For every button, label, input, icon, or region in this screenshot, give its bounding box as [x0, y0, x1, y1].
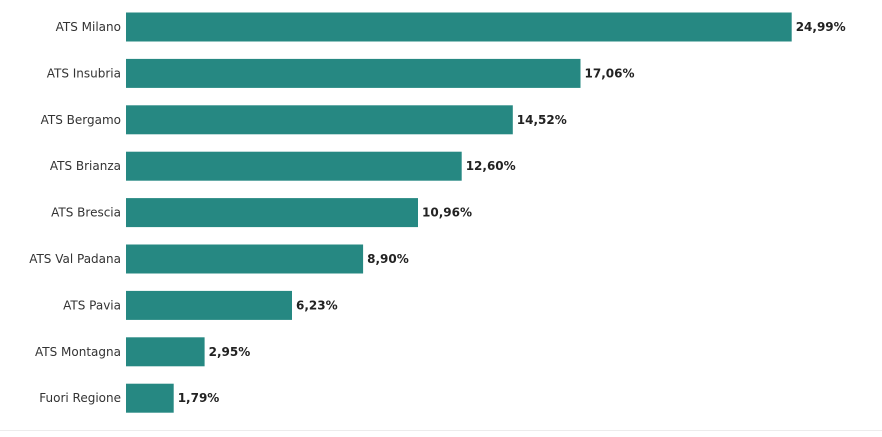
category-label-6: ATS Pavia	[63, 298, 121, 312]
value-label-4: 10,96%	[422, 206, 472, 220]
value-label-2: 14,52%	[517, 113, 567, 127]
category-label-3: ATS Brianza	[50, 159, 121, 173]
bar-3	[126, 151, 462, 181]
value-label-8: 1,79%	[178, 391, 220, 405]
value-label-0: 24,99%	[796, 20, 846, 34]
bar-1	[126, 58, 581, 88]
bar-7	[126, 337, 205, 367]
bar-8	[126, 383, 174, 413]
category-label-8: Fuori Regione	[39, 391, 121, 405]
value-labels: 24,99% 17,06% 14,52% 12,60% 10,96% 8,90% 6,23%…	[178, 20, 846, 405]
category-label-4: ATS Brescia	[51, 206, 121, 220]
bar-6	[126, 290, 292, 320]
category-label-7: ATS Montagna	[35, 345, 121, 359]
value-label-3: 12,60%	[466, 159, 516, 173]
bar-5	[126, 244, 364, 274]
bottom-divider	[0, 430, 882, 431]
category-labels: ATS Milano ATS Insubria ATS Bergamo ATS Bri…	[29, 20, 121, 405]
value-label-1: 17,06%	[585, 66, 635, 80]
category-label-2: ATS Bergamo	[41, 113, 121, 127]
value-label-5: 8,90%	[367, 252, 409, 266]
bars-layer	[126, 12, 792, 413]
category-label-5: ATS Val Padana	[29, 252, 121, 266]
bar-2	[126, 105, 513, 135]
bar-0	[126, 12, 792, 42]
value-label-7: 2,95%	[209, 345, 251, 359]
category-label-0: ATS Milano	[56, 20, 121, 34]
category-label-1: ATS Insubria	[47, 66, 121, 80]
bar-4	[126, 198, 418, 228]
value-label-6: 6,23%	[296, 298, 338, 312]
